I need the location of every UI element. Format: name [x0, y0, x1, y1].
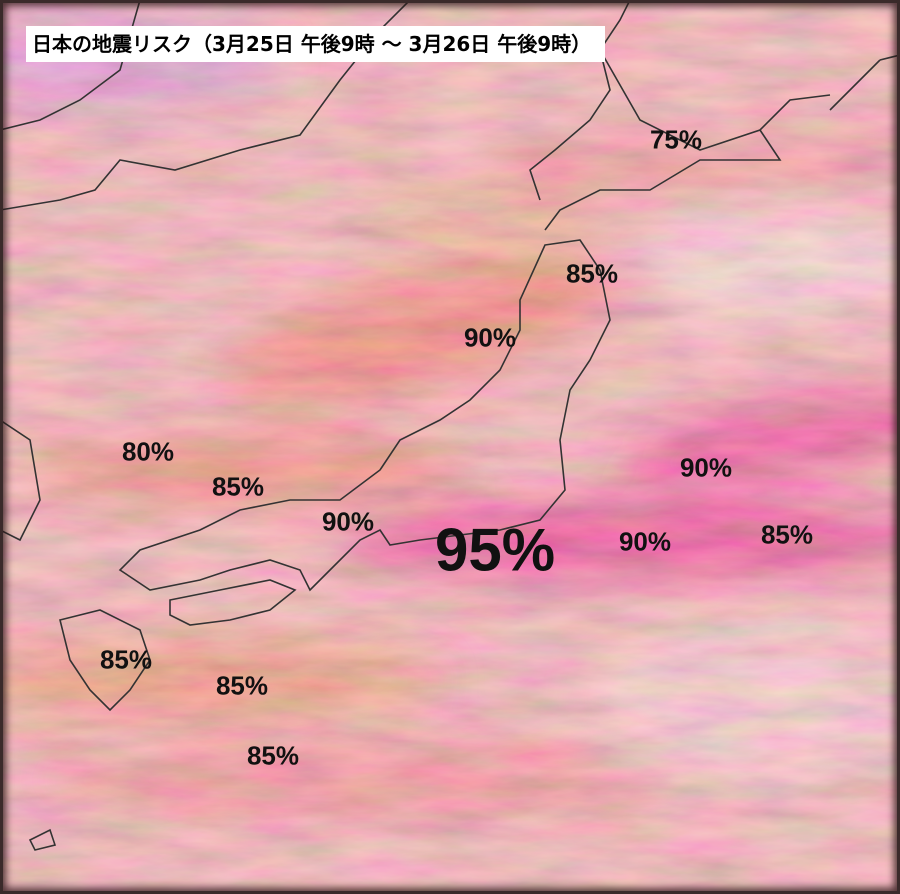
- risk-label: 85%: [565, 258, 619, 289]
- map-title: 日本の地震リスク（3月25日 午後9時 ～ 3月26日 午後9時）: [26, 26, 606, 62]
- risk-label: 90%: [679, 452, 733, 483]
- risk-label: 85%: [99, 644, 153, 675]
- risk-label: 95%: [434, 516, 556, 584]
- risk-label: 85%: [760, 519, 814, 550]
- risk-label: 85%: [215, 670, 269, 701]
- risk-label: 90%: [463, 322, 517, 353]
- risk-label: 90%: [321, 506, 375, 537]
- risk-label: 85%: [211, 471, 265, 502]
- risk-label: 75%: [649, 124, 703, 155]
- risk-label: 85%: [246, 740, 300, 771]
- risk-label: 80%: [121, 436, 175, 467]
- risk-label: 90%: [618, 526, 672, 557]
